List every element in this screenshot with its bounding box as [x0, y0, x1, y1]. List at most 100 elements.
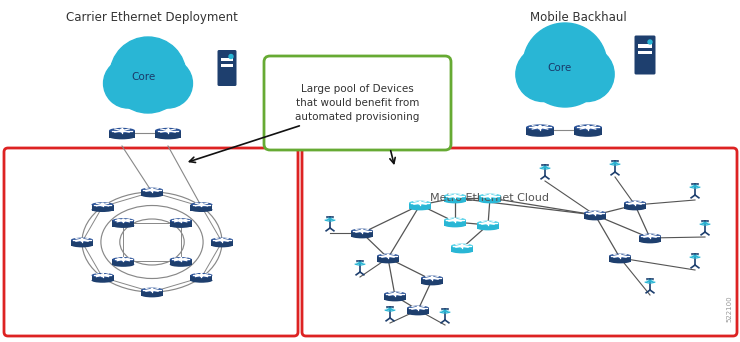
- FancyBboxPatch shape: [155, 131, 181, 138]
- Ellipse shape: [451, 244, 473, 248]
- Circle shape: [523, 23, 607, 107]
- Circle shape: [387, 254, 389, 257]
- Ellipse shape: [479, 199, 501, 203]
- Ellipse shape: [639, 239, 661, 244]
- Circle shape: [548, 69, 582, 104]
- Ellipse shape: [574, 131, 602, 137]
- Circle shape: [110, 37, 186, 113]
- Ellipse shape: [92, 273, 113, 278]
- Ellipse shape: [384, 297, 406, 301]
- Text: Large pool of Devices
that would benefit from
automated provisioning: Large pool of Devices that would benefit…: [295, 83, 420, 122]
- FancyBboxPatch shape: [526, 127, 554, 135]
- Circle shape: [118, 44, 157, 83]
- Circle shape: [538, 126, 542, 129]
- Ellipse shape: [109, 128, 135, 133]
- FancyBboxPatch shape: [421, 278, 443, 284]
- Ellipse shape: [526, 131, 554, 137]
- Circle shape: [593, 212, 596, 214]
- FancyBboxPatch shape: [639, 236, 661, 242]
- Circle shape: [440, 171, 485, 218]
- Circle shape: [417, 306, 420, 309]
- Text: Core: Core: [131, 72, 155, 82]
- FancyBboxPatch shape: [221, 64, 233, 67]
- Circle shape: [419, 201, 421, 204]
- Ellipse shape: [351, 228, 373, 233]
- FancyBboxPatch shape: [384, 294, 406, 300]
- Circle shape: [229, 54, 233, 58]
- Ellipse shape: [112, 257, 134, 262]
- Ellipse shape: [190, 208, 212, 212]
- FancyBboxPatch shape: [112, 259, 134, 265]
- Circle shape: [132, 79, 164, 111]
- Circle shape: [122, 258, 124, 261]
- Circle shape: [201, 203, 203, 206]
- Text: Carrier Ethernet Deployment: Carrier Ethernet Deployment: [66, 11, 238, 24]
- Ellipse shape: [407, 306, 429, 310]
- FancyBboxPatch shape: [351, 231, 373, 237]
- Ellipse shape: [584, 216, 606, 220]
- Circle shape: [555, 30, 599, 74]
- Ellipse shape: [169, 218, 192, 223]
- Ellipse shape: [624, 206, 646, 210]
- Ellipse shape: [421, 276, 443, 280]
- Circle shape: [201, 274, 203, 277]
- Text: Mobile Backhaul: Mobile Backhaul: [530, 11, 626, 24]
- Circle shape: [151, 289, 153, 291]
- FancyBboxPatch shape: [377, 256, 399, 262]
- FancyBboxPatch shape: [211, 240, 233, 246]
- FancyBboxPatch shape: [190, 275, 212, 281]
- FancyBboxPatch shape: [634, 36, 656, 75]
- FancyBboxPatch shape: [638, 51, 652, 54]
- FancyBboxPatch shape: [141, 290, 163, 296]
- Text: Core: Core: [548, 63, 572, 73]
- Ellipse shape: [141, 188, 163, 192]
- Ellipse shape: [169, 257, 192, 262]
- Circle shape: [619, 254, 622, 257]
- Circle shape: [391, 166, 442, 216]
- FancyBboxPatch shape: [574, 127, 602, 135]
- Circle shape: [559, 47, 614, 102]
- Circle shape: [460, 177, 501, 218]
- Ellipse shape: [71, 243, 93, 247]
- Ellipse shape: [141, 293, 163, 298]
- FancyBboxPatch shape: [141, 190, 163, 196]
- Ellipse shape: [112, 262, 134, 267]
- Ellipse shape: [169, 262, 192, 267]
- FancyBboxPatch shape: [169, 259, 192, 265]
- Circle shape: [151, 188, 153, 191]
- Ellipse shape: [351, 234, 373, 238]
- FancyBboxPatch shape: [638, 44, 652, 48]
- Ellipse shape: [377, 259, 399, 263]
- FancyBboxPatch shape: [409, 203, 431, 209]
- Ellipse shape: [92, 278, 113, 283]
- Ellipse shape: [477, 226, 499, 231]
- Ellipse shape: [574, 124, 602, 130]
- Circle shape: [518, 166, 568, 216]
- FancyBboxPatch shape: [264, 56, 451, 150]
- FancyBboxPatch shape: [624, 203, 646, 209]
- Circle shape: [431, 277, 434, 279]
- FancyBboxPatch shape: [218, 50, 237, 86]
- FancyBboxPatch shape: [169, 221, 192, 226]
- Circle shape: [485, 158, 545, 218]
- Ellipse shape: [112, 218, 134, 223]
- Ellipse shape: [444, 199, 466, 203]
- Ellipse shape: [584, 211, 606, 215]
- Circle shape: [360, 229, 363, 232]
- Circle shape: [648, 40, 652, 44]
- FancyBboxPatch shape: [302, 148, 737, 336]
- Ellipse shape: [444, 223, 466, 227]
- Ellipse shape: [155, 134, 181, 139]
- Ellipse shape: [409, 201, 431, 205]
- Circle shape: [454, 219, 457, 221]
- Ellipse shape: [169, 223, 192, 228]
- Circle shape: [416, 158, 475, 218]
- Ellipse shape: [409, 206, 431, 210]
- Circle shape: [179, 219, 182, 222]
- FancyBboxPatch shape: [584, 213, 606, 219]
- Circle shape: [379, 169, 420, 210]
- Circle shape: [139, 44, 178, 83]
- Circle shape: [586, 126, 590, 129]
- Ellipse shape: [155, 128, 181, 133]
- Ellipse shape: [526, 124, 554, 130]
